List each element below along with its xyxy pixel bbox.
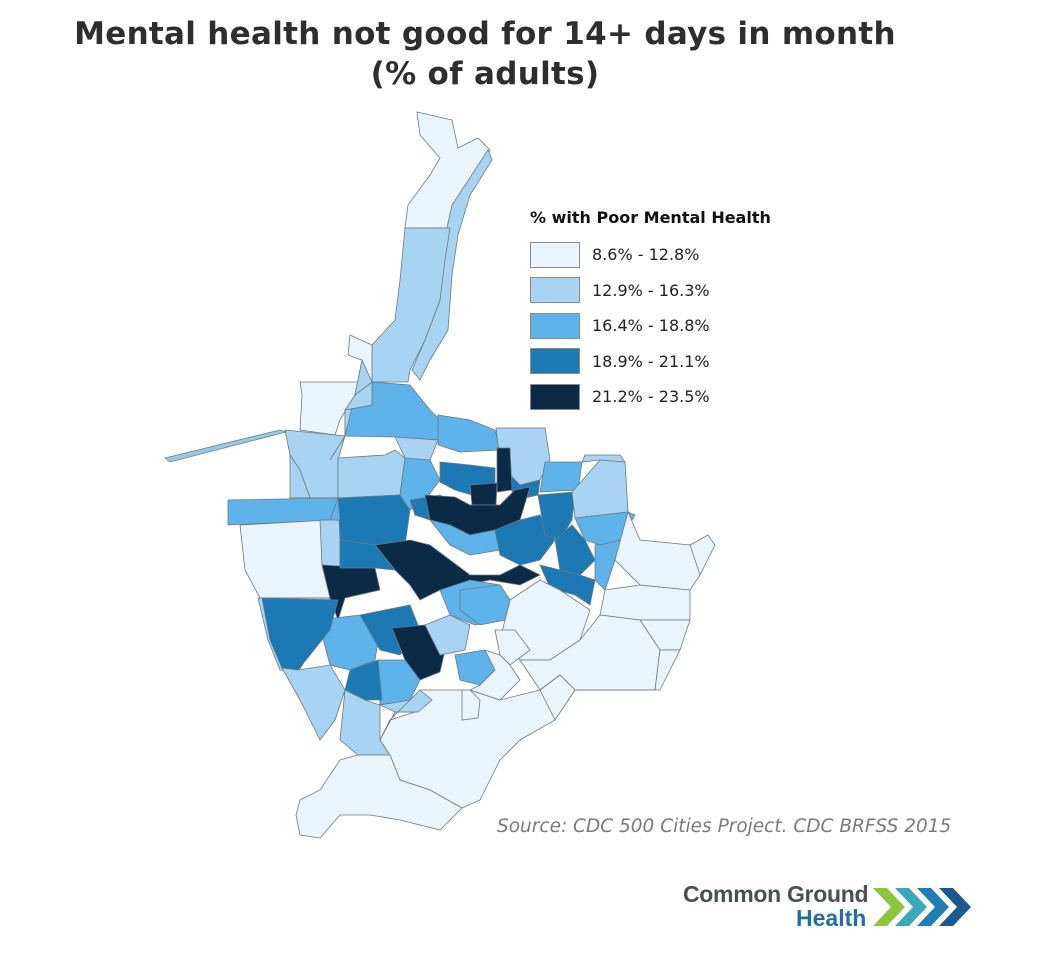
legend-label: 21.2% - 23.5% [592, 387, 710, 407]
title-line-2: (% of adults) [370, 56, 600, 92]
tract [459, 584, 511, 626]
canal-line [164, 429, 288, 463]
legend-label: 16.4% - 18.8% [592, 316, 710, 336]
tract [289, 453, 311, 499]
legend-swatch [530, 277, 580, 304]
chevron-3 [917, 888, 949, 926]
source-note: Source: CDC 500 Cities Project. CDC BRFS… [497, 816, 952, 837]
tract [599, 584, 691, 621]
chevron-2 [895, 888, 927, 926]
legend-title: % with Poor Mental Health [530, 208, 771, 227]
tract [581, 454, 626, 463]
tract [571, 459, 629, 519]
tract [239, 519, 331, 599]
tract [337, 449, 406, 499]
census-tracts [227, 111, 716, 839]
tract [344, 381, 373, 411]
map-title: Mental health not good for 14+ days in m… [0, 14, 970, 94]
tract [469, 482, 498, 506]
logo-wordmark: Common Ground Health [683, 881, 869, 931]
tract [281, 664, 346, 741]
legend-item: 8.6% - 12.8% [530, 237, 771, 273]
map-legend: % with Poor Mental Health 8.6% - 12.8% 1… [530, 208, 771, 415]
tract [461, 689, 481, 721]
tract [575, 649, 681, 691]
legend-label: 18.9% - 21.1% [592, 351, 710, 371]
tract [261, 597, 339, 671]
legend-swatch [530, 383, 580, 410]
tract [329, 497, 341, 521]
tract [494, 629, 531, 666]
tract [379, 689, 433, 741]
tract [295, 754, 463, 839]
legend-item: 18.9% - 21.1% [530, 344, 771, 380]
tract [344, 659, 383, 701]
tract [339, 539, 396, 571]
tract [689, 534, 716, 577]
tract [468, 649, 521, 701]
tract [411, 149, 493, 381]
legend-label: 12.9% - 16.3% [592, 280, 710, 300]
legend-item: 21.2% - 23.5% [530, 379, 771, 415]
legend-swatch [530, 241, 580, 268]
legend-swatch [530, 348, 580, 375]
chevron-arrows-icon [873, 888, 971, 926]
tract [494, 514, 556, 566]
tract [437, 414, 501, 453]
legend-swatch [530, 312, 580, 339]
legend-item: 12.9% - 16.3% [530, 273, 771, 309]
tract [374, 539, 541, 601]
title-line-1: Mental health not good for 14+ days in m… [74, 16, 896, 52]
legend-label: 8.6% - 12.8% [592, 245, 700, 265]
chevron-4 [939, 888, 971, 926]
tract [371, 227, 451, 383]
tract [424, 614, 471, 656]
common-ground-health-logo: Common Ground Health [683, 882, 993, 932]
tract [496, 447, 513, 493]
logo-line-1: Common Ground [683, 881, 869, 907]
tract [337, 494, 411, 546]
tract [319, 519, 341, 569]
chevron-1 [873, 888, 905, 926]
logo-line-2: Health [796, 905, 867, 931]
legend-item: 16.4% - 18.8% [530, 308, 771, 344]
